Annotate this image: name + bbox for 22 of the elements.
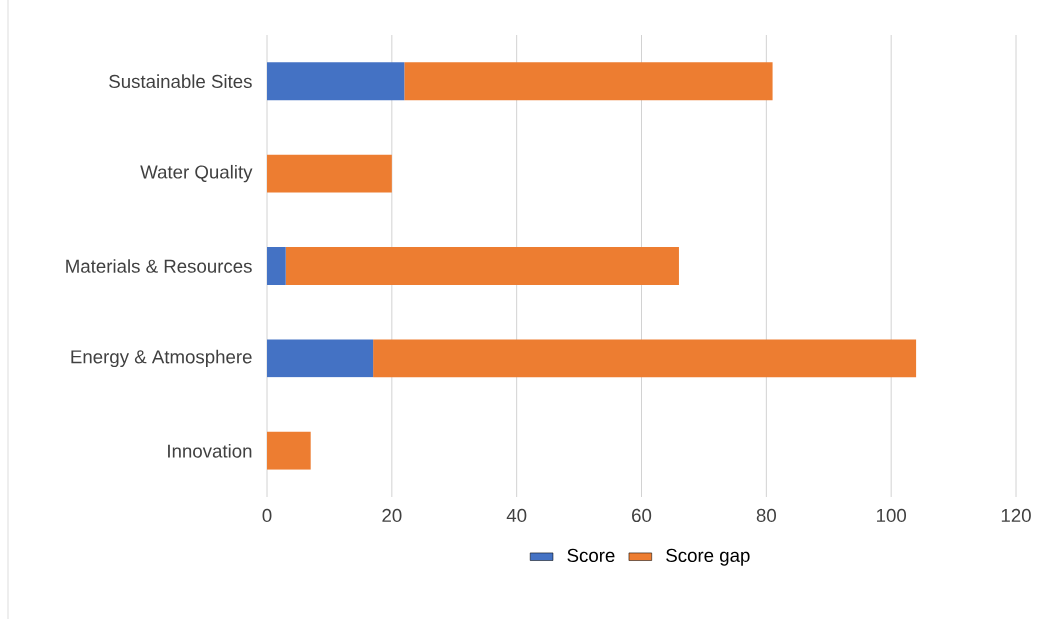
x-tick-label: 80 <box>756 508 776 523</box>
x-tick-label: 0 <box>262 508 272 523</box>
x-tick-label: 20 <box>382 508 402 523</box>
x-tick-label: 100 <box>877 508 907 523</box>
bar <box>267 247 286 285</box>
y-tick-label: Sustainable Sites <box>109 74 252 89</box>
legend-label: Score <box>567 548 615 563</box>
bar <box>285 247 679 285</box>
x-tick-label: 120 <box>1001 508 1031 523</box>
x-tick-label: 60 <box>632 508 652 523</box>
bar <box>267 154 392 193</box>
y-tick-label: Water Quality <box>140 164 253 183</box>
y-tick-label: Energy & Atmosphere <box>71 349 252 368</box>
y-tick-label: Materials & Resources <box>66 259 252 273</box>
bar <box>267 339 374 378</box>
bar <box>404 62 773 101</box>
x-tick-label: 40 <box>506 508 527 523</box>
bar <box>373 339 917 378</box>
bar <box>267 62 405 101</box>
y-tick-label: Innovation <box>168 443 252 458</box>
legend-label: Score gap <box>666 548 750 566</box>
bar <box>267 431 311 470</box>
